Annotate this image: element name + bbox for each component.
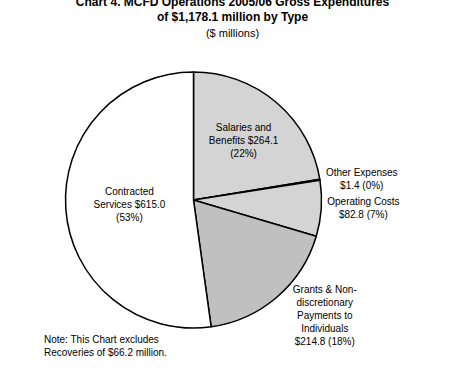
- svg-text:ContractedServices $615.0(53%): ContractedServices $615.0(53%): [94, 186, 166, 223]
- svg-text:Other Expenses$1.4 (0%): Other Expenses$1.4 (0%): [326, 167, 398, 191]
- svg-text:Chart 4. MCFD Operations 2005/: Chart 4. MCFD Operations 2005/06 Gross E…: [76, 0, 390, 39]
- svg-text:Grants & Non-discretionaryPaym: Grants & Non-discretionaryPayments toInd…: [293, 284, 357, 347]
- svg-text:Note: This Chart excludesRecov: Note: This Chart excludesRecoveries of $…: [44, 334, 167, 358]
- svg-text:Operating Costs$82.8 (7%): Operating Costs$82.8 (7%): [327, 196, 399, 220]
- svg-text:Salaries andBenefits $264.1(22: Salaries andBenefits $264.1(22%): [209, 122, 279, 159]
